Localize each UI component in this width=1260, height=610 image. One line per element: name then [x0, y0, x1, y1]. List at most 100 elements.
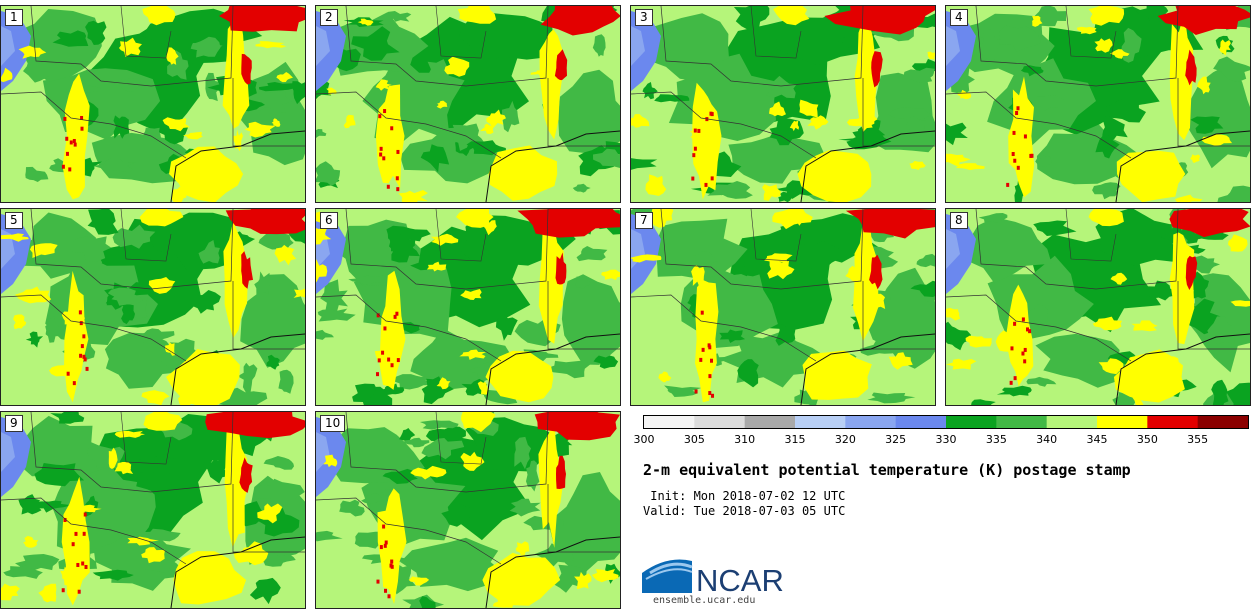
color-bin-355	[1197, 416, 1249, 428]
field-region-335	[400, 537, 507, 592]
field-patch	[867, 392, 916, 404]
field-speckle	[82, 334, 86, 339]
field-patch	[263, 456, 294, 470]
field-patch	[691, 265, 705, 289]
border-line	[631, 91, 817, 159]
field-speckle	[377, 358, 381, 363]
ensemble-member-map-5: 5	[0, 208, 306, 406]
field-region-345	[802, 350, 872, 400]
field-patch	[317, 308, 356, 322]
field-patch	[1174, 194, 1203, 202]
border-line	[30, 412, 234, 493]
figure-title: 2-m equivalent potential temperature (K)…	[643, 461, 1131, 479]
field-speckle	[76, 562, 80, 567]
field-speckle	[1013, 321, 1017, 326]
field-patch	[846, 115, 878, 129]
field-patch	[192, 290, 221, 314]
field-patch	[1192, 255, 1220, 274]
field-patch	[258, 231, 294, 250]
field-region-345	[853, 216, 879, 342]
field-patch	[957, 89, 972, 100]
field-speckle	[1009, 380, 1013, 385]
field-patch	[1132, 393, 1144, 405]
color-bin-345	[1097, 416, 1148, 428]
field-region-345	[166, 349, 240, 405]
tick-label-305: 305	[683, 433, 705, 446]
field-region-335	[641, 13, 729, 83]
coastline	[170, 130, 305, 202]
field-patch	[631, 254, 662, 263]
valid-time: Valid: Tue 2018-07-03 05 UTC	[643, 504, 846, 518]
field-speckle	[390, 126, 394, 131]
field-patch	[767, 259, 795, 280]
field-patch	[1076, 26, 1097, 35]
ncar-logo-text: NCAR	[696, 563, 784, 595]
field-speckle	[383, 543, 387, 548]
field-patch	[526, 460, 540, 492]
field-patch	[194, 36, 221, 58]
field-patch	[316, 259, 328, 283]
field-region-335	[655, 218, 748, 280]
field-region-320	[946, 26, 960, 66]
field-region-345	[457, 6, 497, 24]
field-patch	[45, 316, 64, 343]
field-patch	[946, 358, 977, 370]
field-speckle	[68, 167, 72, 172]
field-speckle	[1006, 182, 1010, 187]
ensemble-member-map-7: 7	[630, 208, 936, 406]
field-patch	[859, 339, 901, 356]
field-speckle	[376, 579, 380, 584]
map-field	[1, 6, 305, 202]
field-patch	[794, 385, 820, 405]
field-patch	[255, 90, 292, 113]
field-speckle	[72, 138, 76, 143]
field-patch	[574, 571, 592, 590]
field-patch	[807, 115, 829, 130]
field-speckle	[694, 389, 698, 394]
field-speckle	[73, 142, 77, 147]
field-region-350	[845, 209, 935, 239]
field-speckle	[74, 531, 78, 536]
field-speckle	[396, 187, 400, 192]
member-number-label: 10	[320, 415, 346, 432]
field-patch	[486, 109, 506, 129]
field-patch	[426, 261, 447, 272]
color-bin-320	[845, 416, 897, 428]
color-bin-340	[1046, 416, 1098, 428]
map-field	[316, 6, 620, 202]
field-speckle	[1011, 152, 1015, 157]
field-speckle	[1012, 130, 1016, 135]
field-region-345	[375, 84, 405, 189]
field-speckle	[79, 353, 83, 358]
field-speckle	[697, 128, 701, 133]
border-line	[120, 6, 172, 59]
coastline	[485, 536, 620, 608]
ensemble-member-map-9: 9	[0, 411, 306, 609]
field-patch	[965, 335, 992, 348]
field-patch	[1190, 116, 1224, 134]
field-speckle	[72, 381, 76, 386]
border-line	[1065, 6, 1117, 59]
field-patch	[591, 569, 619, 583]
border-line	[946, 91, 1132, 159]
field-patch	[477, 381, 488, 395]
field-region-345	[854, 19, 878, 132]
field-patch	[493, 583, 514, 598]
field-speckle	[692, 153, 696, 158]
border-line	[975, 209, 1179, 290]
field-patch	[916, 253, 935, 268]
border-line	[750, 209, 802, 262]
field-patch	[136, 472, 173, 498]
field-region-320	[1, 432, 15, 472]
field-speckle	[1023, 347, 1027, 352]
field-region-345	[1088, 6, 1125, 26]
field-patch	[888, 352, 913, 370]
field-speckle	[701, 347, 705, 352]
field-patch	[421, 376, 454, 405]
coastline	[800, 333, 935, 405]
field-patch	[67, 236, 112, 262]
field-patch	[460, 289, 482, 300]
field-region-320	[946, 229, 960, 269]
field-region-335	[330, 427, 425, 484]
border-line	[316, 91, 502, 159]
